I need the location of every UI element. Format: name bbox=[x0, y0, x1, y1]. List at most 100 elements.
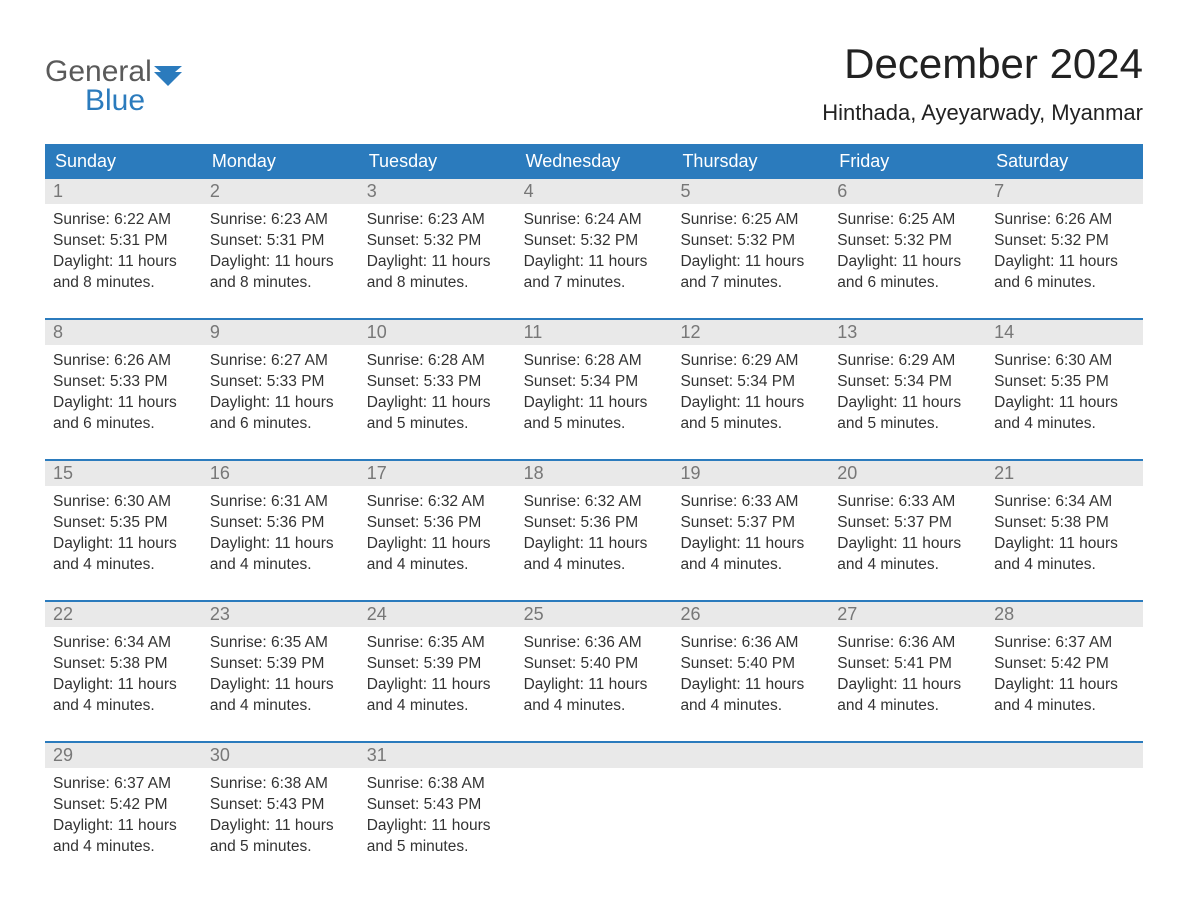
sunrise-text: Sunrise: 6:32 AM bbox=[367, 492, 508, 513]
sunset-text: Sunset: 5:33 PM bbox=[53, 372, 194, 393]
day-number bbox=[829, 743, 986, 768]
day-details: Sunrise: 6:38 AMSunset: 5:43 PMDaylight:… bbox=[359, 768, 516, 868]
daylight-text: and 8 minutes. bbox=[367, 273, 508, 294]
sunrise-text: Sunrise: 6:33 AM bbox=[680, 492, 821, 513]
sunrise-text: Sunrise: 6:35 AM bbox=[367, 633, 508, 654]
daylight-text: and 4 minutes. bbox=[210, 696, 351, 717]
calendar-day bbox=[516, 743, 673, 868]
day-details bbox=[672, 768, 829, 868]
day-number bbox=[986, 743, 1143, 768]
day-number: 21 bbox=[986, 461, 1143, 486]
day-details: Sunrise: 6:35 AMSunset: 5:39 PMDaylight:… bbox=[359, 627, 516, 727]
calendar-day bbox=[829, 743, 986, 868]
day-number: 15 bbox=[45, 461, 202, 486]
daylight-text: Daylight: 11 hours bbox=[680, 252, 821, 273]
daylight-text: Daylight: 11 hours bbox=[524, 393, 665, 414]
day-details: Sunrise: 6:26 AMSunset: 5:32 PMDaylight:… bbox=[986, 204, 1143, 304]
day-number: 28 bbox=[986, 602, 1143, 627]
day-number: 2 bbox=[202, 179, 359, 204]
sunset-text: Sunset: 5:40 PM bbox=[524, 654, 665, 675]
day-details: Sunrise: 6:24 AMSunset: 5:32 PMDaylight:… bbox=[516, 204, 673, 304]
header-tuesday: Tuesday bbox=[359, 144, 516, 179]
day-number: 11 bbox=[516, 320, 673, 345]
logo-text-general: General bbox=[45, 58, 152, 87]
daylight-text: and 4 minutes. bbox=[524, 696, 665, 717]
calendar-day: 2Sunrise: 6:23 AMSunset: 5:31 PMDaylight… bbox=[202, 179, 359, 304]
sunset-text: Sunset: 5:42 PM bbox=[53, 795, 194, 816]
sunset-text: Sunset: 5:37 PM bbox=[837, 513, 978, 534]
sunset-text: Sunset: 5:40 PM bbox=[680, 654, 821, 675]
day-details: Sunrise: 6:36 AMSunset: 5:40 PMDaylight:… bbox=[672, 627, 829, 727]
day-details: Sunrise: 6:32 AMSunset: 5:36 PMDaylight:… bbox=[516, 486, 673, 586]
daylight-text: and 4 minutes. bbox=[994, 414, 1135, 435]
calendar-week: 1Sunrise: 6:22 AMSunset: 5:31 PMDaylight… bbox=[45, 179, 1143, 304]
daylight-text: and 4 minutes. bbox=[994, 696, 1135, 717]
calendar-day: 29Sunrise: 6:37 AMSunset: 5:42 PMDayligh… bbox=[45, 743, 202, 868]
daylight-text: Daylight: 11 hours bbox=[367, 675, 508, 696]
calendar-day: 5Sunrise: 6:25 AMSunset: 5:32 PMDaylight… bbox=[672, 179, 829, 304]
day-details: Sunrise: 6:25 AMSunset: 5:32 PMDaylight:… bbox=[672, 204, 829, 304]
calendar-day: 28Sunrise: 6:37 AMSunset: 5:42 PMDayligh… bbox=[986, 602, 1143, 727]
calendar-day: 20Sunrise: 6:33 AMSunset: 5:37 PMDayligh… bbox=[829, 461, 986, 586]
day-details bbox=[516, 768, 673, 868]
sunrise-text: Sunrise: 6:29 AM bbox=[837, 351, 978, 372]
sunrise-text: Sunrise: 6:37 AM bbox=[53, 774, 194, 795]
calendar-day: 8Sunrise: 6:26 AMSunset: 5:33 PMDaylight… bbox=[45, 320, 202, 445]
sunset-text: Sunset: 5:34 PM bbox=[837, 372, 978, 393]
calendar-day: 12Sunrise: 6:29 AMSunset: 5:34 PMDayligh… bbox=[672, 320, 829, 445]
sunset-text: Sunset: 5:34 PM bbox=[680, 372, 821, 393]
day-details: Sunrise: 6:33 AMSunset: 5:37 PMDaylight:… bbox=[672, 486, 829, 586]
sunrise-text: Sunrise: 6:28 AM bbox=[524, 351, 665, 372]
sunset-text: Sunset: 5:31 PM bbox=[210, 231, 351, 252]
sunrise-text: Sunrise: 6:30 AM bbox=[53, 492, 194, 513]
sunrise-text: Sunrise: 6:38 AM bbox=[367, 774, 508, 795]
location-label: Hinthada, Ayeyarwady, Myanmar bbox=[822, 100, 1143, 126]
sunrise-text: Sunrise: 6:33 AM bbox=[837, 492, 978, 513]
day-number: 13 bbox=[829, 320, 986, 345]
daylight-text: and 4 minutes. bbox=[524, 555, 665, 576]
daylight-text: Daylight: 11 hours bbox=[837, 252, 978, 273]
daylight-text: Daylight: 11 hours bbox=[210, 534, 351, 555]
calendar-day: 9Sunrise: 6:27 AMSunset: 5:33 PMDaylight… bbox=[202, 320, 359, 445]
calendar-day: 16Sunrise: 6:31 AMSunset: 5:36 PMDayligh… bbox=[202, 461, 359, 586]
daylight-text: Daylight: 11 hours bbox=[994, 252, 1135, 273]
sunset-text: Sunset: 5:36 PM bbox=[210, 513, 351, 534]
sunset-text: Sunset: 5:32 PM bbox=[680, 231, 821, 252]
day-number: 20 bbox=[829, 461, 986, 486]
sunrise-text: Sunrise: 6:25 AM bbox=[837, 210, 978, 231]
day-number: 9 bbox=[202, 320, 359, 345]
daylight-text: Daylight: 11 hours bbox=[680, 675, 821, 696]
daylight-text: and 5 minutes. bbox=[367, 837, 508, 858]
sunrise-text: Sunrise: 6:38 AM bbox=[210, 774, 351, 795]
sunset-text: Sunset: 5:35 PM bbox=[994, 372, 1135, 393]
daylight-text: Daylight: 11 hours bbox=[994, 393, 1135, 414]
header-friday: Friday bbox=[829, 144, 986, 179]
daylight-text: Daylight: 11 hours bbox=[367, 252, 508, 273]
calendar-day: 3Sunrise: 6:23 AMSunset: 5:32 PMDaylight… bbox=[359, 179, 516, 304]
header-thursday: Thursday bbox=[672, 144, 829, 179]
calendar-header-row: Sunday Monday Tuesday Wednesday Thursday… bbox=[45, 144, 1143, 179]
daylight-text: and 5 minutes. bbox=[367, 414, 508, 435]
day-details: Sunrise: 6:33 AMSunset: 5:37 PMDaylight:… bbox=[829, 486, 986, 586]
day-number: 8 bbox=[45, 320, 202, 345]
calendar-day: 10Sunrise: 6:28 AMSunset: 5:33 PMDayligh… bbox=[359, 320, 516, 445]
daylight-text: and 4 minutes. bbox=[680, 555, 821, 576]
sunset-text: Sunset: 5:38 PM bbox=[994, 513, 1135, 534]
sunrise-text: Sunrise: 6:35 AM bbox=[210, 633, 351, 654]
day-number: 23 bbox=[202, 602, 359, 627]
day-number: 10 bbox=[359, 320, 516, 345]
sunrise-text: Sunrise: 6:36 AM bbox=[680, 633, 821, 654]
calendar-day: 25Sunrise: 6:36 AMSunset: 5:40 PMDayligh… bbox=[516, 602, 673, 727]
sunrise-text: Sunrise: 6:34 AM bbox=[53, 633, 194, 654]
daylight-text: Daylight: 11 hours bbox=[994, 534, 1135, 555]
day-details: Sunrise: 6:29 AMSunset: 5:34 PMDaylight:… bbox=[829, 345, 986, 445]
daylight-text: and 4 minutes. bbox=[837, 555, 978, 576]
day-details: Sunrise: 6:22 AMSunset: 5:31 PMDaylight:… bbox=[45, 204, 202, 304]
day-number: 18 bbox=[516, 461, 673, 486]
daylight-text: Daylight: 11 hours bbox=[994, 675, 1135, 696]
calendar-day: 23Sunrise: 6:35 AMSunset: 5:39 PMDayligh… bbox=[202, 602, 359, 727]
daylight-text: and 4 minutes. bbox=[680, 696, 821, 717]
calendar-week: 8Sunrise: 6:26 AMSunset: 5:33 PMDaylight… bbox=[45, 318, 1143, 445]
calendar-week: 29Sunrise: 6:37 AMSunset: 5:42 PMDayligh… bbox=[45, 741, 1143, 868]
sunrise-text: Sunrise: 6:29 AM bbox=[680, 351, 821, 372]
